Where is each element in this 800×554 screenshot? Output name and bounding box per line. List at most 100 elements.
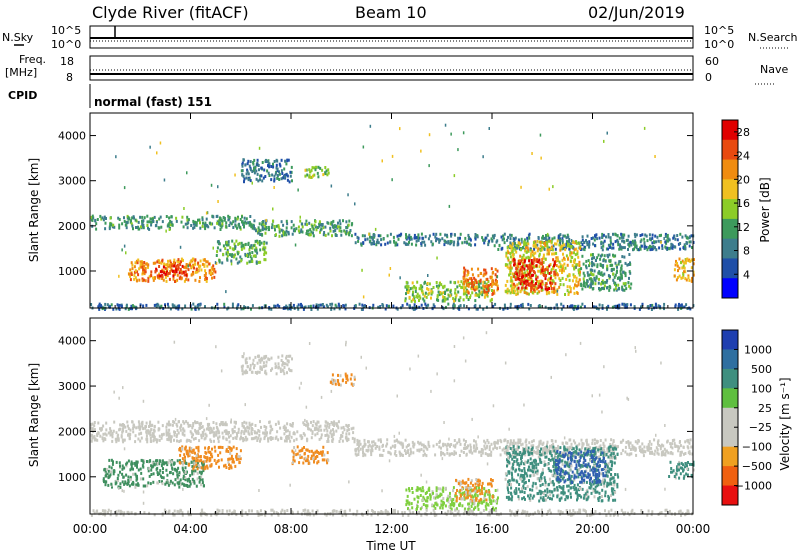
power-cell xyxy=(259,233,262,236)
velocity-cell xyxy=(368,443,371,447)
power-cell xyxy=(593,277,596,281)
velocity-cell xyxy=(152,472,155,476)
power-cell xyxy=(280,177,283,181)
velocity-cell xyxy=(197,464,200,468)
velocity-cell xyxy=(197,445,200,449)
velocity-cell xyxy=(532,449,535,453)
velocity-cell xyxy=(212,426,215,430)
power-cell xyxy=(482,280,485,284)
power-cell xyxy=(612,278,615,282)
power-cell xyxy=(142,266,145,270)
velocity-cell xyxy=(551,444,553,447)
velocity-cell xyxy=(125,464,128,468)
power-cell xyxy=(244,163,247,167)
power-cell xyxy=(281,234,284,238)
power-cell xyxy=(509,266,512,270)
velocity-cell xyxy=(150,428,153,432)
power-cell xyxy=(142,304,145,308)
velocity-cell xyxy=(420,443,423,447)
velocity-cell xyxy=(413,442,416,446)
velocity-cell xyxy=(464,443,467,446)
power-cell xyxy=(163,178,166,182)
power-cell xyxy=(241,215,243,219)
power-cell xyxy=(437,298,440,302)
power-cell xyxy=(168,271,171,275)
velocity-cell xyxy=(305,423,307,427)
velocity-cell xyxy=(189,474,192,478)
velocity-cell xyxy=(265,425,268,429)
velocity-cell xyxy=(140,436,143,440)
velocity-cell xyxy=(189,449,191,453)
power-cell xyxy=(669,246,672,250)
power-cell xyxy=(379,305,382,309)
power-cell xyxy=(514,236,517,240)
power-cell xyxy=(588,285,591,289)
velocity-cell xyxy=(566,441,569,445)
power-cell xyxy=(542,234,544,238)
velocity-cell xyxy=(105,433,108,437)
power-cell xyxy=(580,267,583,271)
velocity-cell xyxy=(186,470,188,474)
velocity-cell xyxy=(641,447,644,451)
power-cell xyxy=(251,170,254,173)
power-cell xyxy=(194,307,197,311)
velocity-cell xyxy=(161,459,164,463)
power-cell xyxy=(677,242,680,246)
power-cell xyxy=(496,269,499,273)
power-cell xyxy=(488,127,490,130)
velocity-cell xyxy=(179,453,182,457)
velocity-cell xyxy=(137,425,140,429)
power-cell xyxy=(595,276,598,280)
velocity-cell xyxy=(122,440,125,444)
power-cell xyxy=(285,219,288,223)
power-cell xyxy=(307,233,310,236)
power-cell xyxy=(575,276,578,280)
velocity-cell xyxy=(650,446,653,450)
power-cell xyxy=(382,237,385,241)
power-cell xyxy=(612,267,615,271)
velocity-cell xyxy=(138,422,141,426)
power-cell xyxy=(127,216,130,220)
power-cell xyxy=(622,236,625,240)
velocity-cell xyxy=(292,458,295,462)
power-cell xyxy=(382,304,385,308)
power-cell xyxy=(682,305,685,309)
velocity-cell xyxy=(671,442,674,446)
power-cell xyxy=(488,239,491,243)
power-cell xyxy=(678,257,681,261)
power-cell xyxy=(579,246,582,250)
velocity-cell xyxy=(557,447,560,451)
velocity-cell xyxy=(156,473,159,476)
power-cell xyxy=(623,288,626,292)
velocity-cell xyxy=(90,423,93,426)
velocity-cell xyxy=(192,467,195,471)
power-cell xyxy=(301,230,304,234)
velocity-cell xyxy=(176,439,178,443)
power-cell xyxy=(584,285,587,289)
power-cell xyxy=(583,245,586,249)
velocity-cell xyxy=(205,459,208,463)
power-cell xyxy=(259,260,262,264)
power-cell xyxy=(558,243,561,247)
velocity-cell xyxy=(108,465,111,469)
power-cell xyxy=(469,243,472,247)
velocity-cell xyxy=(386,438,389,442)
power-cell xyxy=(581,243,584,247)
power-cell xyxy=(546,232,549,236)
velocity-cell xyxy=(240,429,243,433)
velocity-cell xyxy=(156,466,159,470)
power-cell xyxy=(509,252,512,255)
velocity-cell xyxy=(230,420,232,424)
velocity-cell xyxy=(631,444,634,448)
velocity-cell xyxy=(127,475,130,479)
velocity-cell xyxy=(176,473,179,477)
power-cell xyxy=(502,234,505,238)
velocity-cell xyxy=(183,453,186,457)
velocity-cell xyxy=(532,439,535,443)
velocity-cell xyxy=(201,430,204,434)
velocity-cell xyxy=(129,478,132,482)
power-cell xyxy=(181,264,184,268)
velocity-cell xyxy=(195,456,198,460)
power-cell xyxy=(141,222,144,226)
power-cell xyxy=(252,162,255,166)
